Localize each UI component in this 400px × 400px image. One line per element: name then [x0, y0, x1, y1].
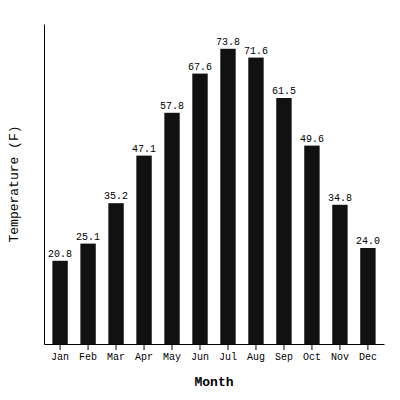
x-tick-label: Mar [107, 352, 125, 363]
x-tick-mark [339, 344, 340, 350]
y-axis-line [44, 25, 45, 345]
bar [80, 244, 95, 344]
x-tick-label: Feb [79, 352, 97, 363]
x-tick-mark [60, 344, 61, 350]
x-tick: Nov [331, 344, 349, 363]
x-tick-label: Sep [275, 352, 293, 363]
data-label: 35.2 [104, 191, 128, 202]
x-tick-mark [255, 344, 256, 350]
chart-svg: 20.8 25.1 35.2 47.1 57.8 67.6 73.8 71.6 61.5 49.6… [0, 0, 400, 400]
x-tick-mark [227, 344, 228, 350]
x-tick-mark [367, 344, 368, 350]
y-axis [44, 25, 45, 345]
chart-container: 20.8 25.1 35.2 47.1 57.8 67.6 73.8 71.6 61.5 49.6… [0, 0, 400, 400]
plot-area: 20.8 25.1 35.2 47.1 57.8 67.6 73.8 71.6 61.5 49.6… [45, 25, 385, 364]
data-label: 34.8 [328, 193, 352, 204]
bar [136, 156, 151, 344]
x-tick-mark [172, 344, 173, 350]
x-tick-mark [144, 344, 145, 350]
x-axis-title: Month [194, 375, 233, 390]
bar [276, 98, 291, 344]
bar [360, 248, 375, 344]
x-tick: May [163, 344, 181, 363]
x-tick: Mar [107, 344, 125, 363]
bar [108, 203, 123, 344]
data-label: 20.8 [48, 249, 72, 260]
x-tick-label: Oct [303, 352, 321, 363]
x-tick-label: Jan [51, 352, 69, 363]
x-tick-mark [283, 344, 284, 350]
x-tick-label: Jun [191, 352, 209, 363]
x-axis: Jan Feb Mar Apr May Jun Jul Aug Sep Oct Nov Dec [45, 344, 385, 363]
x-tick-label: Nov [331, 352, 349, 363]
x-tick: Apr [135, 344, 153, 363]
x-tick-label: Dec [359, 352, 377, 363]
x-axis-line [45, 344, 385, 345]
bar [164, 113, 179, 344]
x-tick: Jan [51, 344, 69, 363]
data-label: 71.6 [244, 46, 268, 57]
data-label: 67.6 [188, 62, 212, 73]
x-tick-label: Jul [219, 352, 237, 363]
x-tick: Dec [359, 344, 377, 363]
x-tick-mark [311, 344, 312, 350]
data-labels: 20.8 25.1 35.2 47.1 57.8 67.6 73.8 71.6 61.5 49.6… [48, 37, 380, 260]
x-tick: Jun [191, 344, 209, 363]
data-label: 25.1 [76, 232, 100, 243]
bar [52, 261, 67, 344]
x-tick: Oct [303, 344, 321, 363]
bars [52, 49, 375, 344]
data-label: 47.1 [132, 144, 156, 155]
bar [220, 49, 235, 344]
x-tick: Sep [275, 344, 293, 363]
bar [304, 146, 319, 344]
bar [248, 58, 263, 344]
data-label: 61.5 [272, 86, 296, 97]
x-tick: Feb [79, 344, 97, 363]
y-axis-title: Temperature (F) [7, 125, 22, 242]
x-tick-label: Apr [135, 352, 153, 363]
x-tick-mark [116, 344, 117, 350]
bar [332, 205, 347, 344]
x-tick-label: May [163, 352, 181, 363]
x-tick: Aug [247, 344, 265, 363]
data-label: 24.0 [356, 236, 380, 247]
data-label: 73.8 [216, 37, 240, 48]
data-label: 57.8 [160, 101, 184, 112]
data-label: 49.6 [300, 134, 324, 145]
x-tick-label: Aug [247, 352, 265, 363]
bar [192, 74, 207, 344]
x-tick-mark [88, 344, 89, 350]
x-tick-mark [200, 344, 201, 350]
x-tick: Jul [219, 344, 237, 363]
